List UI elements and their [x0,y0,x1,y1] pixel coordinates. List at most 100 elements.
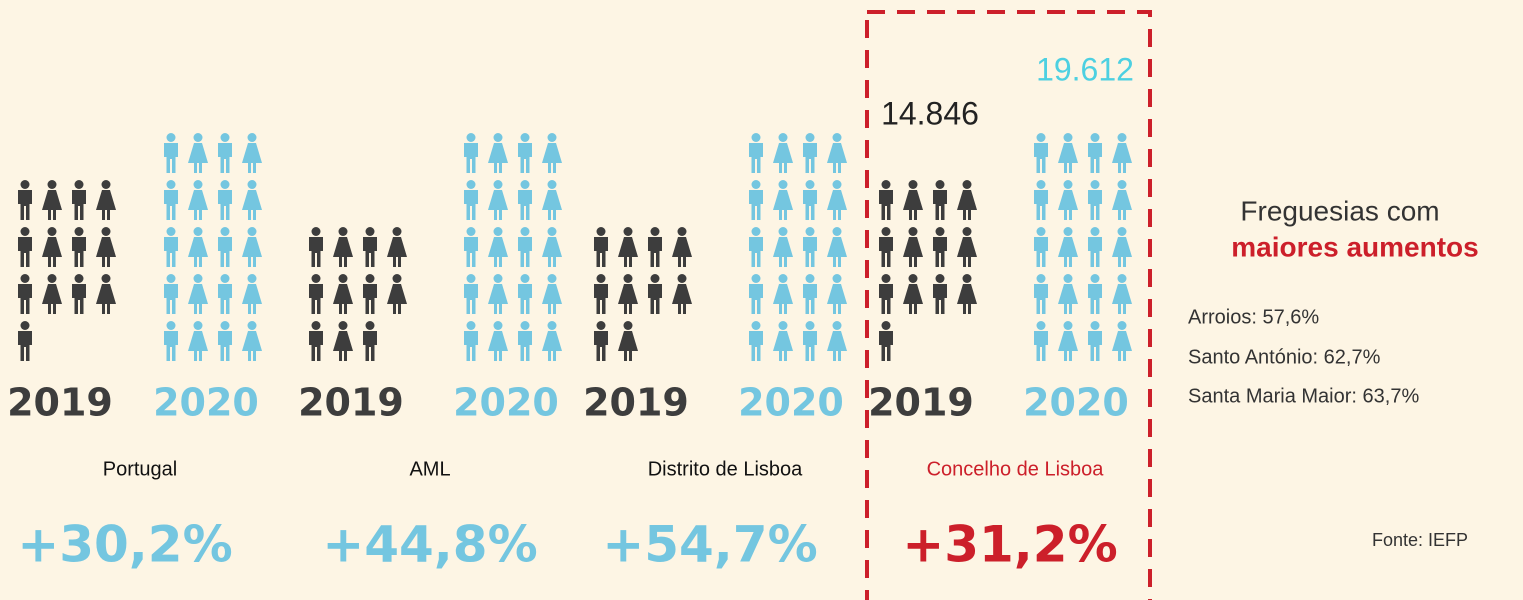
person-icon [218,133,232,173]
icon-body [749,190,763,220]
icon-head [1090,321,1100,330]
person-icon [218,274,232,314]
icon-body [164,237,178,267]
icon-head [311,227,321,236]
person-icon [1058,274,1078,314]
icon-head [247,227,257,236]
person-icon [488,274,508,314]
person-icon [773,321,793,361]
icon-head [47,180,57,189]
icon-body [903,190,923,220]
icon-body [488,284,508,314]
person-icon [242,133,262,173]
region-change: +44,8% [322,516,537,574]
person-icon [957,180,977,220]
icon-body [1088,331,1102,361]
icon-head [596,321,606,330]
region-change: +54,7% [602,516,817,574]
person-icon [803,274,817,314]
icon-body [1112,190,1132,220]
icon-head [247,133,257,142]
icon-body [773,237,793,267]
person-icon [803,133,817,173]
person-icon [773,133,793,173]
person-icon [188,133,208,173]
icon-head [392,227,402,236]
icon-body [164,331,178,361]
person-icon [827,274,847,314]
person-icon [488,180,508,220]
icon-body [1034,237,1048,267]
icon-body [488,237,508,267]
year-label: 2020 [738,381,844,425]
icon-body [933,284,947,314]
icon-body [464,331,478,361]
icon-head [74,227,84,236]
year-label: 2019 [583,381,689,425]
person-icon [542,321,562,361]
icon-body [773,331,793,361]
year-label: 2019 [868,381,974,425]
person-icon [1058,180,1078,220]
icon-head [493,274,503,283]
person-icon [827,133,847,173]
icon-body [18,331,32,361]
icon-head [1090,180,1100,189]
icon-head [466,274,476,283]
icon-body [749,284,763,314]
icon-head [751,227,761,236]
icon-head [20,321,30,330]
person-icon [1058,133,1078,173]
person-icon [164,227,178,267]
region-change: +30,2% [17,516,232,574]
person-icon [309,321,323,361]
icon-body [218,190,232,220]
person-icon [218,227,232,267]
year-label: 2019 [298,381,404,425]
icon-head [596,274,606,283]
icon-body [488,190,508,220]
icon-body [1058,284,1078,314]
person-icon [594,321,608,361]
icon-body [618,237,638,267]
person-icon [518,321,532,361]
icon-body [309,237,323,267]
icon-head [338,227,348,236]
icon-body [18,237,32,267]
icon-head [832,274,842,283]
person-icon [42,227,62,267]
icon-head [778,133,788,142]
icon-body [1034,331,1048,361]
icon-head [493,133,503,142]
icon-head [365,274,375,283]
icon-head [220,227,230,236]
icon-head [338,274,348,283]
person-icon [1088,180,1102,220]
icon-body [42,237,62,267]
person-icon [18,321,32,361]
icon-head [247,321,257,330]
region-name: Concelho de Lisboa [927,458,1105,480]
icon-head [908,227,918,236]
icon-head [832,133,842,142]
person-icon [387,274,407,314]
icon-head [751,180,761,189]
icon-body [464,284,478,314]
icon-head [74,274,84,283]
icon-body [542,237,562,267]
icon-head [338,321,348,330]
icon-head [1036,321,1046,330]
icon-body [363,331,377,361]
panel-item: Arroios: 57,6% [1188,306,1319,328]
icon-head [20,227,30,236]
person-icon [363,274,377,314]
icon-body [363,284,377,314]
icon-body [903,237,923,267]
icon-body [672,284,692,314]
icon-body [518,284,532,314]
icon-body [618,284,638,314]
icon-head [101,180,111,189]
person-icon [188,274,208,314]
icon-body [242,284,262,314]
